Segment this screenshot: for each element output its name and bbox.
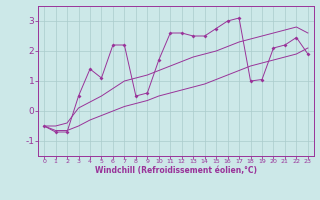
- X-axis label: Windchill (Refroidissement éolien,°C): Windchill (Refroidissement éolien,°C): [95, 166, 257, 175]
